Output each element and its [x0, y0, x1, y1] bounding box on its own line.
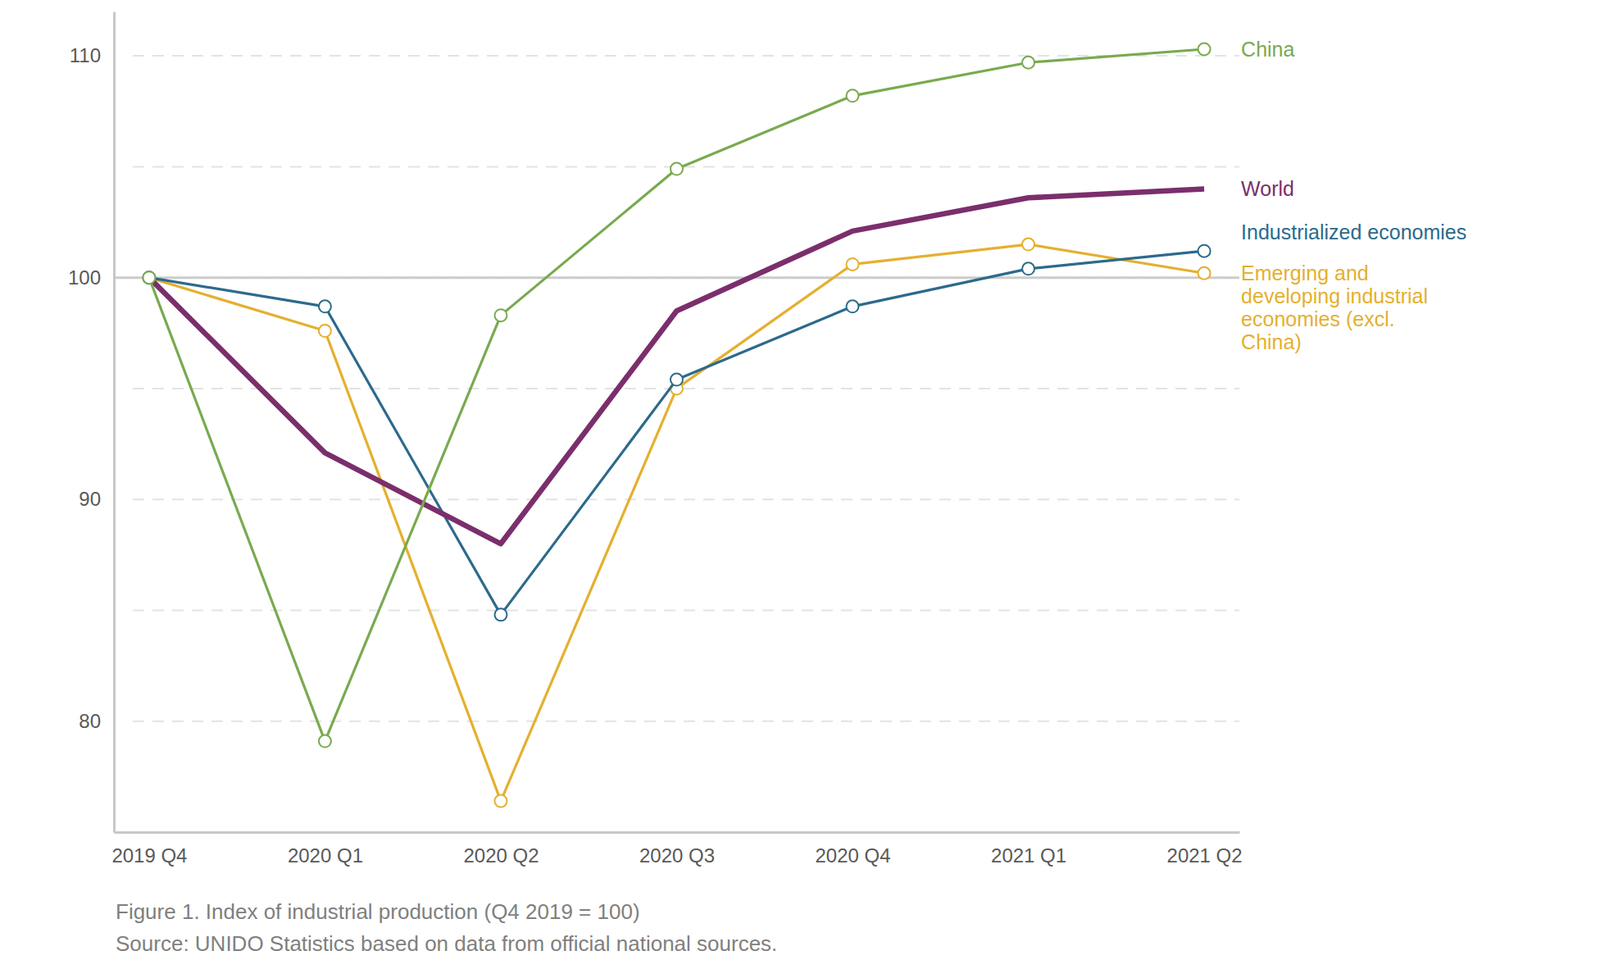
series: [149, 188, 1205, 544]
series-label: China: [1240, 37, 1295, 61]
series-marker: [494, 795, 507, 808]
series-label-line: China: [1240, 37, 1295, 61]
series-marker: [142, 271, 155, 284]
series-marker: [670, 373, 683, 387]
chart-svg: 80901001102019 Q42020 Q12020 Q22020 Q320…: [0, 0, 1600, 969]
x-tick: 2020 Q4: [814, 844, 891, 867]
series-marker: [1198, 267, 1211, 280]
y-tick-label: 100: [68, 266, 101, 289]
x-tick-label: 2020 Q4: [814, 844, 891, 867]
x-tick-label: 2021 Q2: [1167, 844, 1243, 867]
series-marker: [318, 300, 332, 313]
series-marker: [318, 735, 332, 748]
series-marker: [1022, 56, 1035, 69]
series-label-line: developing industrial: [1240, 284, 1428, 308]
x-tick: 2021 Q2: [1167, 844, 1243, 867]
series-marker: [846, 258, 860, 271]
x-tick: 2020 Q1: [287, 844, 364, 867]
x-tick: 2020 Q2: [463, 844, 539, 867]
series-label: World: [1240, 177, 1295, 200]
plot-area: [142, 42, 1210, 807]
series-marker: [846, 300, 860, 313]
y-axis: 80 90 100 110: [68, 12, 115, 833]
series-label-line: Industrialized economies: [1240, 220, 1467, 244]
grid-line: [132, 720, 1240, 723]
x-tick: 2019 Q4: [111, 844, 187, 867]
series-marker: [494, 608, 507, 621]
series-line: [149, 49, 1205, 741]
x-tick-label: 2020 Q3: [639, 844, 715, 867]
series-marker: [846, 89, 860, 102]
series: [142, 42, 1210, 747]
x-tick-label: 2019 Q4: [111, 844, 187, 867]
series-label: Industrialized economies: [1240, 220, 1467, 244]
series-marker: [1198, 245, 1211, 258]
series-marker: [142, 271, 155, 284]
series-label-line: China): [1240, 330, 1302, 354]
series-label-line: World: [1240, 177, 1295, 200]
series: [142, 238, 1210, 808]
series-marker: [494, 309, 507, 322]
series-label: Emerging anddeveloping industrialeconomi…: [1240, 261, 1428, 354]
chart-source: Source: UNIDO Statistics based on data f…: [115, 931, 778, 956]
y-tick: 110: [69, 44, 101, 67]
y-axis-line: [113, 12, 116, 833]
series-line: [149, 244, 1205, 801]
baseline: [113, 276, 1240, 279]
grid-line: [132, 498, 1240, 500]
series-marker: [142, 271, 155, 284]
x-tick: 2021 Q1: [990, 844, 1067, 867]
grid-line: [132, 387, 1240, 390]
series-marker: [318, 324, 332, 337]
y-tick: 80: [78, 709, 101, 732]
x-axis: 2019 Q4 2020 Q1 2020 Q2 2020 Q3 2020 Q4 2021 …: [111, 832, 1242, 868]
y-tick-label: 80: [78, 709, 101, 732]
series-marker: [1022, 238, 1035, 251]
series-marker: [1022, 262, 1035, 275]
y-tick: 90: [78, 487, 101, 510]
y-tick-label: 90: [78, 487, 101, 510]
x-tick-label: 2021 Q1: [990, 844, 1067, 867]
series-label-line: economies (excl.: [1240, 307, 1396, 331]
x-tick-label: 2020 Q1: [287, 844, 364, 867]
series-marker: [1198, 42, 1211, 55]
series-marker: [670, 163, 683, 176]
x-tick: 2020 Q3: [639, 844, 715, 867]
grid-line: [132, 609, 1240, 611]
series-line: [149, 188, 1205, 544]
x-axis-line: [114, 831, 1241, 834]
grid-line: [132, 54, 1240, 57]
x-tick-label: 2020 Q2: [463, 844, 539, 867]
y-tick: 100: [68, 266, 101, 289]
grid: [132, 55, 1240, 722]
chart-title: Figure 1. Index of industrial production…: [115, 899, 641, 924]
series-labels: China World Industrialized economies Emergi…: [1240, 37, 1467, 354]
y-tick-label: 110: [69, 44, 101, 67]
series-label-line: Emerging and: [1240, 261, 1369, 285]
